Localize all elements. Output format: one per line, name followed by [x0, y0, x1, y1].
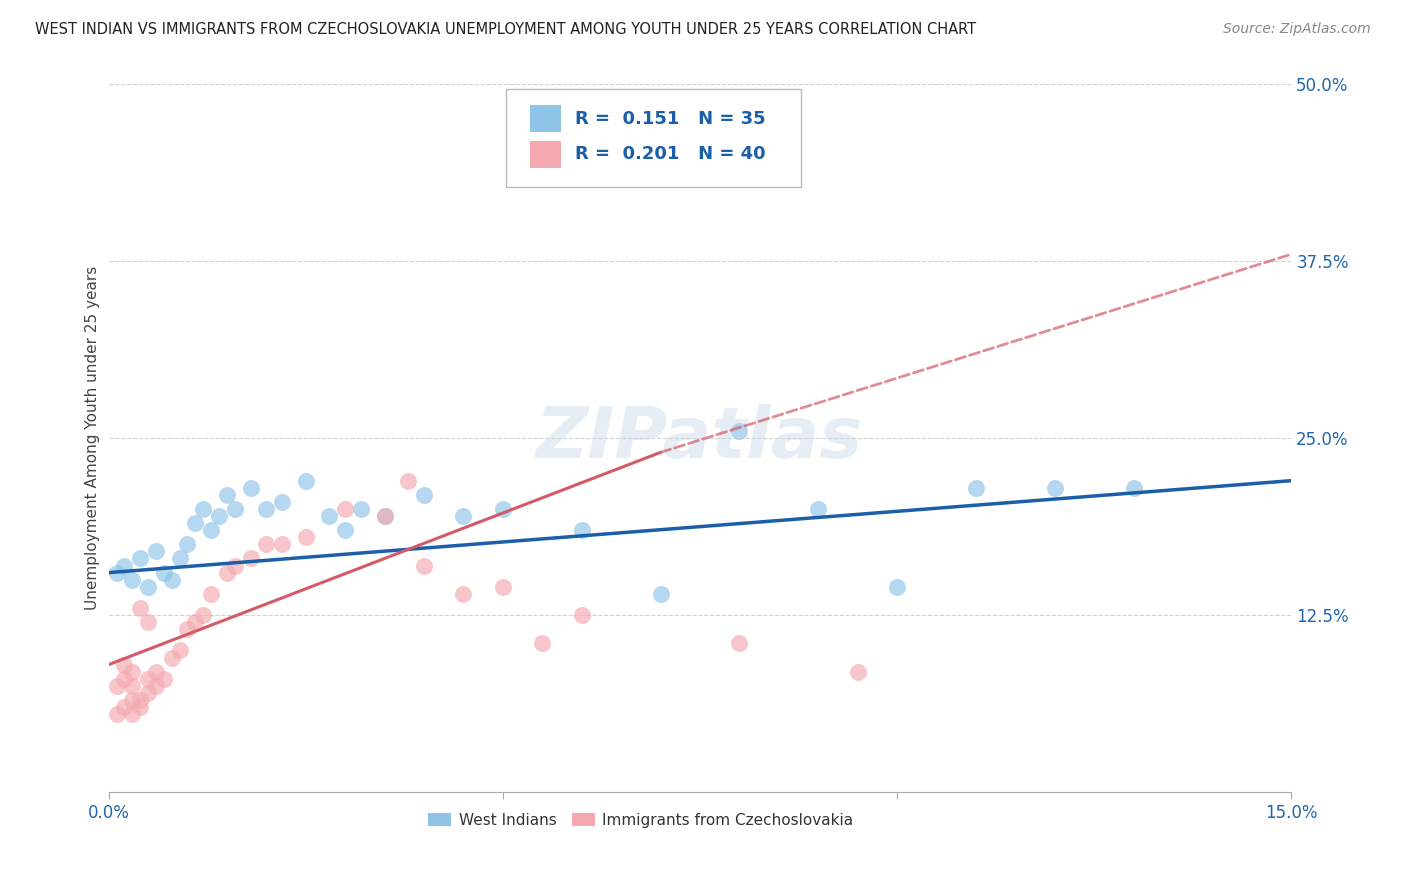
Point — [492, 580, 515, 594]
Point — [112, 700, 135, 714]
Point — [650, 587, 672, 601]
Point — [453, 509, 475, 524]
Point — [176, 537, 198, 551]
Point — [129, 693, 152, 707]
Point — [886, 580, 908, 594]
Point — [129, 601, 152, 615]
Point — [136, 672, 159, 686]
Point — [224, 558, 246, 573]
Text: WEST INDIAN VS IMMIGRANTS FROM CZECHOSLOVAKIA UNEMPLOYMENT AMONG YOUTH UNDER 25 : WEST INDIAN VS IMMIGRANTS FROM CZECHOSLO… — [35, 22, 976, 37]
Point — [184, 516, 207, 530]
Point — [193, 502, 215, 516]
Point — [846, 665, 869, 679]
Point — [571, 523, 593, 537]
Point — [160, 573, 183, 587]
Point — [396, 474, 419, 488]
Point — [136, 686, 159, 700]
Point — [136, 615, 159, 629]
Point — [169, 643, 191, 657]
Text: R =  0.151   N = 35: R = 0.151 N = 35 — [575, 110, 766, 128]
Point — [374, 509, 396, 524]
Point — [965, 481, 987, 495]
Point — [121, 665, 143, 679]
Point — [153, 672, 176, 686]
Point — [129, 551, 152, 566]
Point — [728, 424, 751, 438]
Point — [271, 495, 294, 509]
Point — [136, 580, 159, 594]
Text: ZIPatlas: ZIPatlas — [536, 404, 863, 473]
Point — [112, 558, 135, 573]
Point — [121, 707, 143, 722]
Point — [153, 566, 176, 580]
Point — [121, 573, 143, 587]
Point — [145, 544, 167, 558]
Point — [239, 551, 262, 566]
Point — [105, 679, 128, 693]
Point — [1122, 481, 1144, 495]
Y-axis label: Unemployment Among Youth under 25 years: Unemployment Among Youth under 25 years — [86, 266, 100, 610]
Point — [145, 665, 167, 679]
Point — [160, 650, 183, 665]
Point — [254, 537, 277, 551]
Point — [121, 693, 143, 707]
Point — [208, 509, 231, 524]
Point — [224, 502, 246, 516]
Point — [215, 566, 238, 580]
Point — [169, 551, 191, 566]
Point — [200, 523, 222, 537]
Point — [492, 502, 515, 516]
Point — [129, 700, 152, 714]
Point — [413, 488, 436, 502]
Point — [294, 530, 316, 544]
Point — [239, 481, 262, 495]
Point — [215, 488, 238, 502]
Point — [1043, 481, 1066, 495]
Point — [374, 509, 396, 524]
Point — [531, 636, 554, 650]
Point — [112, 672, 135, 686]
Point — [571, 608, 593, 623]
Point — [184, 615, 207, 629]
Point — [121, 679, 143, 693]
Point — [807, 502, 830, 516]
Point — [335, 523, 357, 537]
Point — [271, 537, 294, 551]
Point — [335, 502, 357, 516]
Point — [112, 657, 135, 672]
Point — [193, 608, 215, 623]
Point — [145, 679, 167, 693]
Point — [728, 636, 751, 650]
Point — [453, 587, 475, 601]
Point — [254, 502, 277, 516]
Legend: West Indians, Immigrants from Czechoslovakia: West Indians, Immigrants from Czechoslov… — [422, 806, 859, 834]
Point — [413, 558, 436, 573]
Point — [350, 502, 373, 516]
Point — [200, 587, 222, 601]
Point — [105, 707, 128, 722]
Point — [176, 622, 198, 636]
Point — [318, 509, 340, 524]
Text: Source: ZipAtlas.com: Source: ZipAtlas.com — [1223, 22, 1371, 37]
Text: R =  0.201   N = 40: R = 0.201 N = 40 — [575, 145, 766, 163]
Point — [105, 566, 128, 580]
Point — [294, 474, 316, 488]
